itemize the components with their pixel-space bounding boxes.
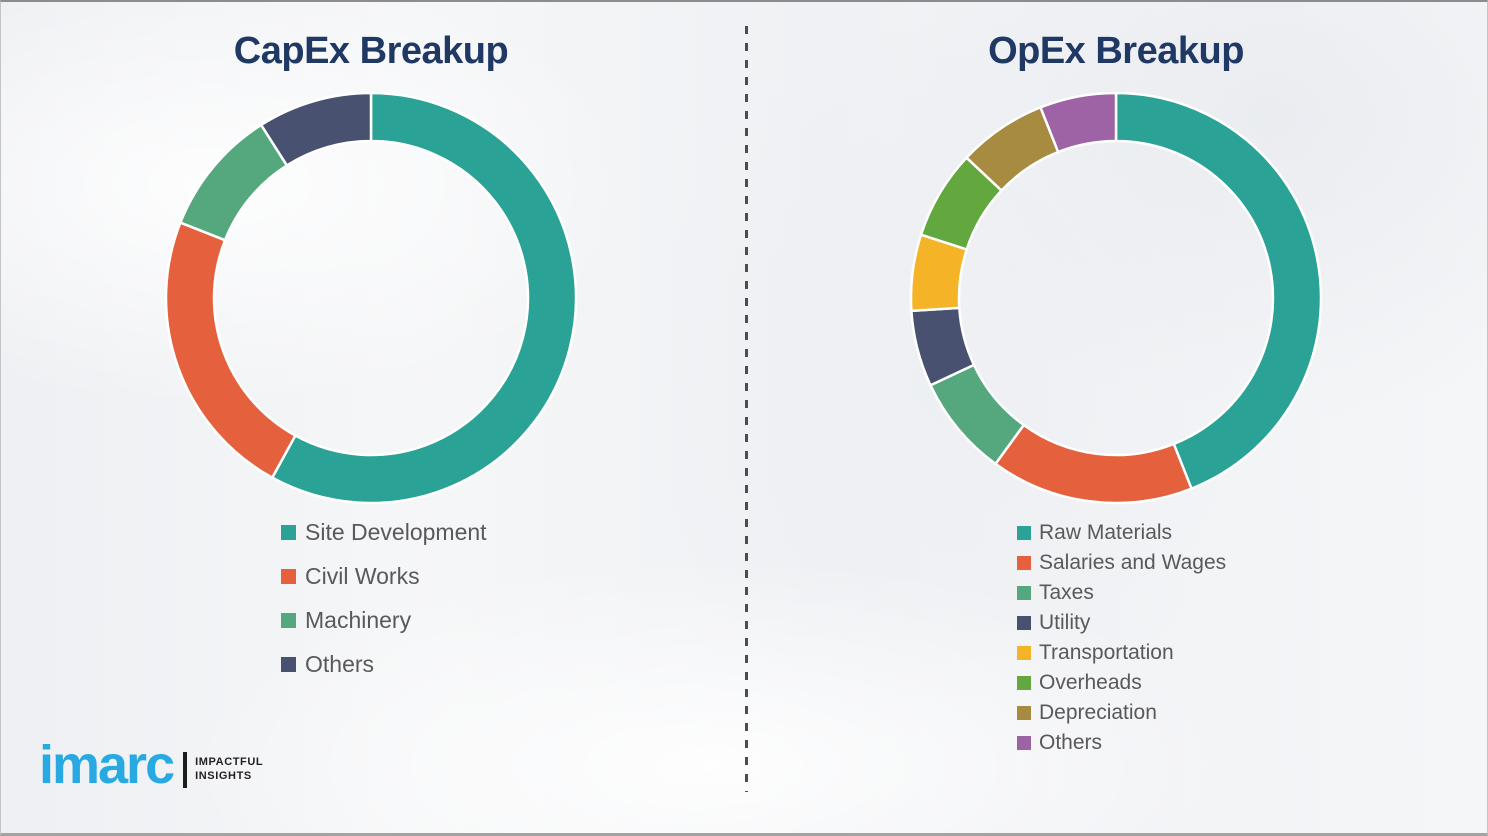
raw-materials-legend-label: Raw Materials [1039, 521, 1173, 544]
logo-divider-bar [183, 752, 188, 788]
logo-tagline: IMPACTFUL INSIGHTS [195, 756, 263, 784]
salaries-and-wages-legend-swatch [1017, 556, 1031, 570]
civil-works-legend-label: Civil Works [305, 562, 420, 589]
salaries-and-wages-legend-label: Salaries and Wages [1039, 551, 1227, 574]
vertical-dashed-divider [745, 26, 748, 792]
others-legend-swatch [281, 656, 296, 672]
logo-tagline-line2: INSIGHTS [195, 770, 252, 782]
legend-item-raw-materials: Raw Materials [1017, 518, 1226, 548]
opex-legend: Raw Materials Salaries and Wages Taxes Util… [1017, 518, 1226, 758]
logo-tagline-line1: IMPACTFUL [195, 756, 264, 769]
legend-item-salaries-and-wages: Salaries and Wages [1017, 548, 1226, 578]
legend-item-taxes: Taxes [1017, 578, 1226, 608]
others-legend-label: Others [1039, 731, 1103, 754]
legend-item-others: Others [281, 642, 487, 686]
taxes-legend-label: Taxes [1039, 581, 1094, 604]
raw-materials-slice [1114, 91, 1323, 490]
legend-item-transportation: Transportation [1017, 638, 1226, 668]
legend-item-utility: Utility [1017, 608, 1226, 638]
site-development-slice [270, 91, 578, 505]
machinery-legend-label: Machinery [305, 606, 412, 633]
opex-chart-title: OpEx Breakup [988, 30, 1244, 72]
others-slice [259, 91, 373, 167]
utility-legend-label: Utility [1039, 611, 1091, 634]
capex-chart-title: CapEx Breakup [233, 30, 509, 72]
opex-donut-chart [909, 91, 1323, 505]
taxes-legend-swatch [1017, 586, 1031, 600]
legend-item-depreciation: Depreciation [1017, 698, 1226, 728]
salaries-and-wages-slice [994, 423, 1193, 505]
others-legend-label: Others [305, 650, 375, 677]
capex-legend: Site Development Civil Works Machinery Othe… [281, 510, 487, 686]
overheads-legend-swatch [1017, 676, 1031, 690]
civil-works-legend-swatch [281, 568, 296, 584]
capex-donut-chart [164, 91, 578, 505]
legend-item-site-development: Site Development [281, 510, 487, 554]
machinery-legend-swatch [281, 612, 296, 628]
legend-item-overheads: Overheads [1017, 668, 1226, 698]
transportation-legend-swatch [1017, 646, 1031, 660]
depreciation-legend-label: Depreciation [1039, 701, 1157, 724]
civil-works-slice [164, 221, 297, 479]
imarc-logo: imarc IMPACTFUL INSIGHTS [39, 738, 263, 792]
legend-item-civil-works: Civil Works [281, 554, 487, 598]
legend-item-others: Others [1017, 728, 1226, 758]
transportation-legend-label: Transportation [1039, 641, 1174, 664]
depreciation-legend-swatch [1017, 706, 1031, 720]
others-legend-swatch [1017, 736, 1031, 750]
raw-materials-legend-swatch [1017, 526, 1031, 540]
imarc-logo-wordmark: imarc [39, 735, 175, 795]
legend-item-machinery: Machinery [281, 598, 487, 642]
site-development-legend-swatch [281, 524, 296, 540]
overheads-legend-label: Overheads [1039, 671, 1142, 694]
others-slice [1039, 91, 1118, 154]
site-development-legend-label: Site Development [305, 518, 487, 545]
utility-legend-swatch [1017, 616, 1031, 630]
